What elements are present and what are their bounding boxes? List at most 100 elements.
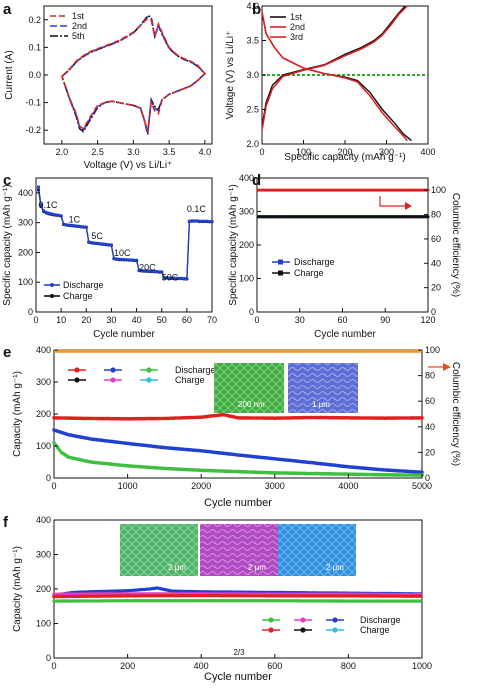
c-point-Discharge	[177, 276, 181, 280]
d-xtick-label: 0	[254, 315, 259, 325]
f-legend-marker	[268, 617, 274, 623]
f-legend-label: Charge	[360, 625, 390, 635]
b-xtick-label: 300	[379, 147, 394, 157]
c-point-Discharge	[114, 257, 119, 261]
c-point-Discharge	[97, 241, 101, 246]
c-point-Discharge	[165, 276, 169, 280]
b-legend-label: 2nd	[290, 22, 305, 32]
f-ylabel: Capacity (mAh g⁻¹)	[12, 546, 23, 632]
d-xlabel: Cycle number	[314, 329, 376, 340]
c-point-Discharge	[39, 203, 43, 207]
f-sem-texture	[278, 524, 356, 576]
b-discharge-3rd	[261, 11, 408, 142]
f-scalebar-label: 2 μm	[326, 563, 344, 572]
b-charge-3rd	[261, 5, 408, 131]
c-point-Discharge	[49, 212, 53, 216]
c-point-Discharge	[64, 223, 68, 227]
c-point-Discharge	[117, 257, 121, 261]
c-point-Discharge	[167, 276, 171, 280]
c-point-Discharge	[77, 224, 81, 228]
panel-letter-a: a	[3, 1, 12, 18]
f-legend-marker	[300, 617, 306, 623]
f-xtick-label: 0	[51, 661, 56, 671]
e-ylabel: Capacity (mAh g⁻¹)	[12, 371, 23, 457]
c-xtick-label: 10	[56, 315, 66, 325]
e-ytick-label: 300	[36, 377, 51, 387]
d-ytick-label: 300	[239, 207, 254, 217]
f-sem-texture	[200, 524, 278, 576]
e-ytick-label: 100	[36, 441, 51, 451]
c-legend-marker	[50, 283, 54, 287]
c-legend-label: Discharge	[63, 280, 104, 290]
c-point-Discharge	[102, 242, 106, 246]
c-xtick-label: 40	[132, 315, 142, 325]
c-point-Discharge	[132, 258, 136, 262]
a-series-1st	[61, 17, 207, 132]
a-xtick-label: 4.0	[199, 147, 212, 157]
e-y2tick-label: 100	[425, 345, 440, 355]
c-xtick-label: 0	[33, 315, 38, 325]
c-point-Discharge	[145, 269, 149, 273]
c-point-Discharge	[190, 219, 194, 223]
e-xlabel: Cycle number	[204, 497, 272, 509]
b-charge-2nd	[261, 5, 408, 131]
d-legend-label: Charge	[294, 268, 324, 278]
e-ytick-label: 400	[36, 345, 51, 355]
e-xtick-label: 5000	[412, 481, 432, 491]
c-point-Discharge	[104, 242, 108, 247]
c-rate-label: 5C	[91, 231, 103, 241]
e-legend-marker	[110, 377, 116, 383]
b-ytick-label: 3.5	[246, 36, 259, 46]
c-point-Discharge	[62, 222, 66, 226]
a-xtick-label: 3.0	[127, 147, 140, 157]
d-ytick-label: 0	[249, 307, 254, 317]
e-scalebar-label: 200 nm	[238, 400, 265, 409]
b-ytick-label: 4.0	[246, 1, 259, 11]
c-point-Discharge	[41, 209, 46, 213]
b-legend-label: 3rd	[290, 32, 303, 42]
e-xtick-label: 3000	[265, 481, 285, 491]
f-xtick-label: 1000	[412, 661, 432, 671]
a-ytick-label: -0.2	[25, 125, 41, 135]
c-rate-label: 20C	[139, 262, 156, 272]
f-legend-marker	[268, 627, 274, 633]
e-xtick-label: 0	[51, 481, 56, 491]
panel-letter-f: f	[3, 514, 9, 531]
b-xtick-label: 200	[337, 147, 352, 157]
a-xtick-label: 2.0	[56, 147, 69, 157]
d-ytick-label: 200	[239, 240, 254, 250]
d-frame	[256, 177, 429, 313]
f-ytick-label: 400	[36, 515, 51, 525]
e-sem-texture	[214, 363, 284, 413]
e-ytick-label: 0	[46, 473, 51, 483]
e-legend-marker	[110, 367, 116, 373]
c-point-Discharge	[185, 277, 189, 281]
c-rate-label: 1C	[69, 215, 81, 225]
c-point-Discharge	[162, 276, 166, 280]
c-point-Discharge	[127, 258, 131, 262]
b-xlabel: Specific capacity (mAh g⁻¹)	[284, 152, 405, 163]
c-point-Discharge	[137, 268, 141, 272]
e-xtick-label: 4000	[338, 481, 358, 491]
c-point-Discharge	[140, 269, 144, 273]
a-legend-label: 2nd	[72, 21, 87, 31]
e-point-Discharge (green)	[57, 448, 62, 452]
d-y2tick-label: 100	[431, 185, 446, 195]
c-point-Discharge	[160, 270, 164, 274]
a-frame	[43, 5, 213, 145]
c-point-Discharge	[87, 240, 91, 244]
f-sem-texture	[120, 524, 198, 576]
c-ytick-label: 100	[18, 277, 33, 287]
panel-letter-c: c	[3, 172, 11, 189]
d-y2tick-label: 0	[431, 307, 436, 317]
c-point-Discharge	[92, 241, 96, 245]
f-point-Red	[418, 594, 423, 598]
f-ytick-label: 0	[46, 653, 51, 663]
b-ytick-label: 3.0	[246, 70, 259, 80]
d-ytick-label: 100	[239, 274, 254, 284]
b-ytick-label: 2.5	[246, 105, 259, 115]
c-point-Discharge	[210, 219, 214, 224]
c-xtick-label: 20	[81, 315, 91, 325]
c-point-Discharge	[69, 223, 73, 227]
